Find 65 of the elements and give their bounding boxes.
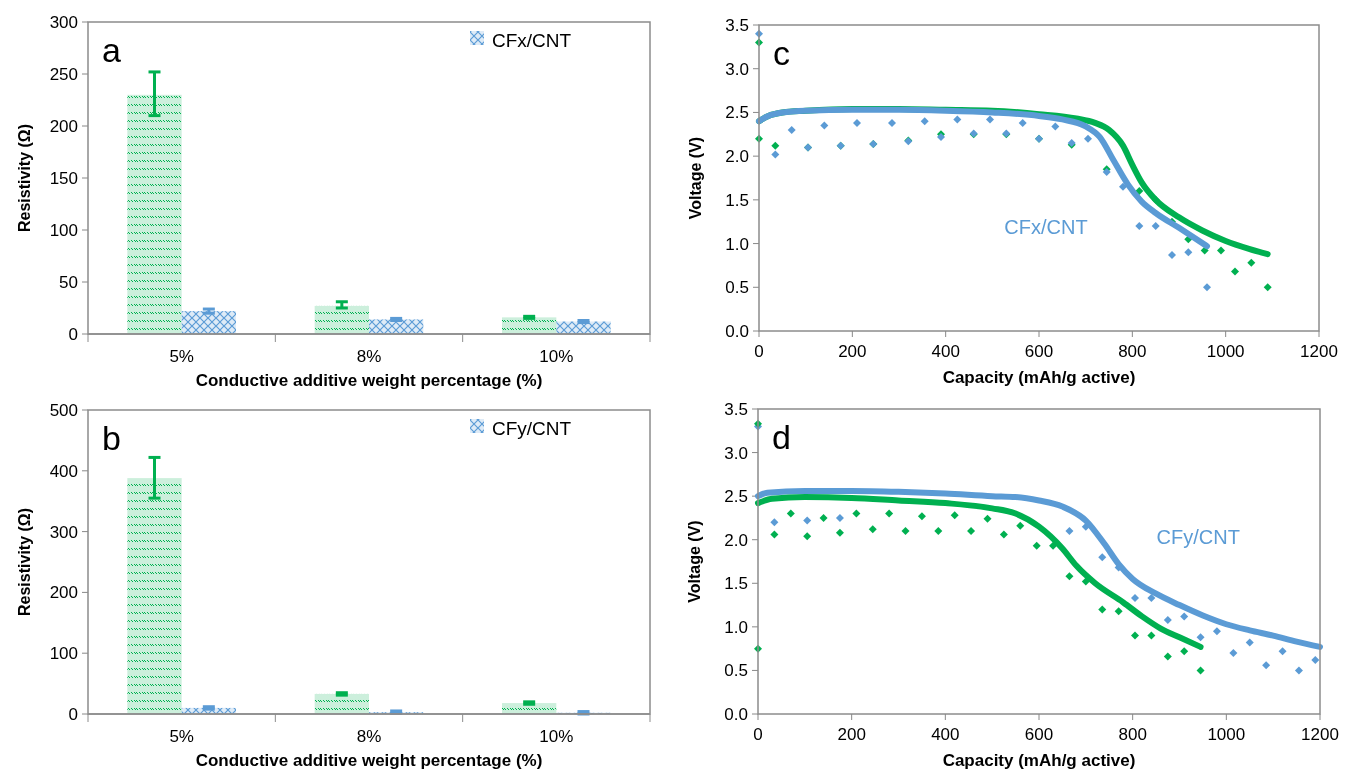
y-axis-title: Resistivity (Ω)	[16, 124, 33, 232]
y-tick-label: 2.0	[724, 530, 748, 550]
y-tick-label: 2.5	[725, 103, 749, 123]
y-tick-label: 150	[49, 168, 78, 188]
x-axis-title: Capacity (mAh/g active)	[942, 368, 1136, 387]
annotation: c	[773, 34, 790, 72]
legend-label: CFx/CNT	[492, 29, 572, 51]
y-tick-label: 0.5	[724, 661, 748, 681]
y-tick-label: 300	[49, 522, 78, 542]
x-tick-label: 1200	[1300, 342, 1338, 361]
x-axis-title: Conductive additive weight percentage (%)	[195, 371, 543, 390]
x-tick-label: 200	[838, 342, 867, 361]
x-tick-label: 8%	[356, 347, 382, 366]
annotation: a	[102, 31, 121, 69]
y-tick-label: 1.5	[724, 574, 748, 594]
y-tick-label: 500	[49, 400, 78, 420]
legend-label: CFy/CNT	[492, 417, 572, 439]
y-tick-label: 3.0	[724, 443, 748, 463]
y-tick-label: 2.5	[724, 487, 748, 507]
x-axis-title: Capacity (mAh/g active)	[942, 751, 1136, 770]
x-tick-label: 600	[1024, 342, 1054, 361]
y-tick-label: 2.0	[725, 147, 749, 167]
y-tick-label: 3.0	[725, 59, 749, 79]
x-tick-label: 400	[931, 725, 960, 744]
y-tick-label: 100	[49, 220, 78, 240]
y-tick-label: 100	[49, 644, 78, 664]
y-axis-title: Resistivity (Ω)	[16, 508, 33, 616]
y-tick-label: 50	[59, 272, 78, 292]
x-tick-label: 200	[837, 725, 866, 744]
x-tick-label: 5%	[169, 727, 194, 746]
y-tick-label: 3.5	[724, 399, 748, 419]
x-tick-label: 800	[1118, 342, 1147, 361]
y-tick-label: 300	[49, 12, 78, 32]
x-tick-label: 0	[753, 725, 763, 744]
x-tick-label: 8%	[356, 727, 382, 746]
y-tick-label: 1.0	[724, 617, 748, 637]
y-tick-label: 1.0	[725, 234, 749, 254]
x-axis-title: Conductive additive weight percentage (%)	[195, 751, 543, 770]
y-tick-label: 400	[49, 461, 78, 481]
x-tick-label: 10%	[539, 347, 574, 366]
x-tick-label: 1000	[1206, 342, 1245, 361]
y-tick-label: 0	[68, 704, 78, 724]
x-tick-label: 800	[1118, 725, 1147, 744]
y-tick-label: 0.0	[724, 704, 748, 724]
x-tick-label: 5%	[169, 347, 194, 366]
y-tick-label: 0.0	[725, 321, 749, 341]
y-tick-label: 200	[49, 116, 78, 136]
annotation: d	[772, 418, 791, 456]
y-tick-label: 0.5	[725, 278, 749, 298]
x-tick-label: 1200	[1301, 725, 1339, 744]
x-tick-label: 600	[1024, 725, 1054, 744]
text: CFx/CNT	[1004, 216, 1088, 239]
y-axis-title: Voltage (V)	[687, 136, 704, 220]
y-axis-title: Voltage (V)	[686, 520, 703, 603]
y-tick-label: 3.5	[725, 15, 749, 35]
y-tick-label: 1.5	[725, 190, 749, 210]
x-tick-label: 10%	[539, 727, 574, 746]
y-tick-label: 0	[68, 324, 78, 344]
x-tick-label: 1000	[1207, 725, 1246, 744]
annotation: b	[102, 419, 121, 457]
x-tick-label: 400	[931, 342, 960, 361]
x-tick-label: 0	[754, 342, 764, 361]
series-label: CFy/CNT	[1156, 526, 1240, 549]
y-tick-label: 250	[49, 64, 78, 84]
y-tick-label: 200	[49, 583, 78, 603]
